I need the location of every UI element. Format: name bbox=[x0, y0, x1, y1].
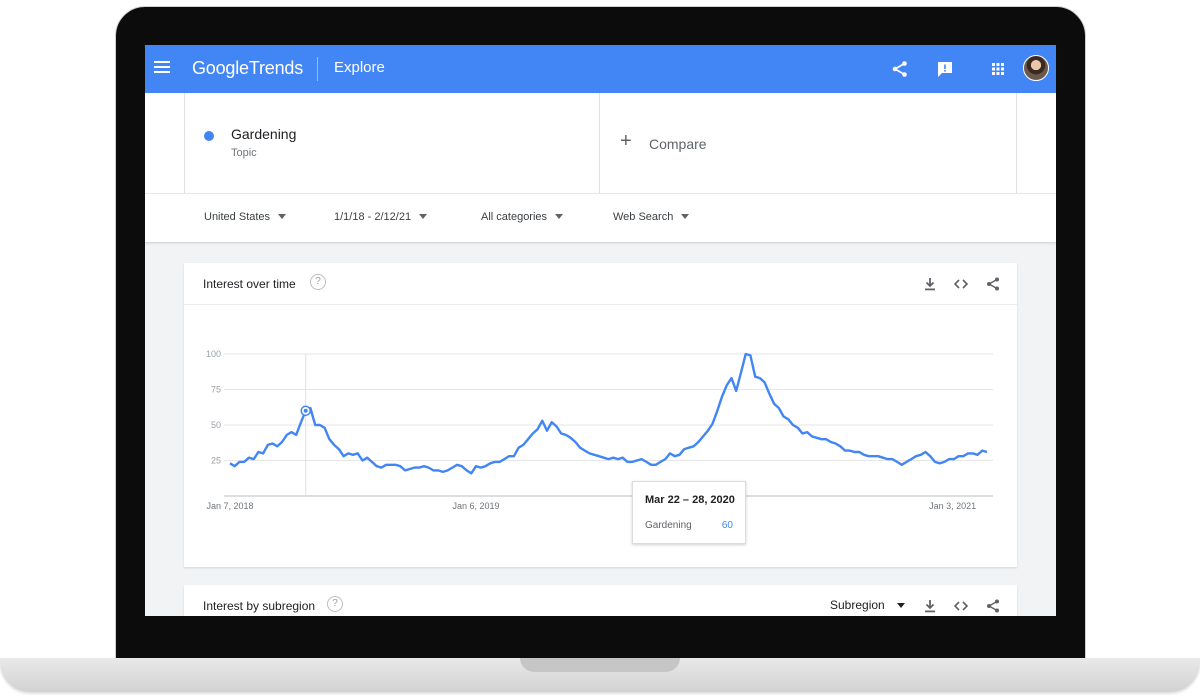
share-icon[interactable] bbox=[890, 59, 910, 79]
interest-over-time-card: Interest over time ? 100 75 50 25 Jan 7, 201… bbox=[184, 263, 1017, 567]
browser-screen: GoogleTrends Explore Gardening Topic bbox=[145, 45, 1056, 616]
x-tick-label: Jan 3, 2021 bbox=[929, 501, 976, 511]
term-color-dot bbox=[204, 131, 214, 141]
card-header: Interest over time ? bbox=[184, 263, 1017, 305]
interest-by-subregion-card: Interest by subregion ? Subregion bbox=[184, 585, 1017, 616]
search-type-value: Web Search bbox=[613, 211, 674, 223]
category-dropdown[interactable]: All categories bbox=[481, 211, 564, 223]
avatar[interactable] bbox=[1023, 55, 1049, 81]
share-icon[interactable] bbox=[985, 598, 1001, 614]
region-dropdown[interactable]: United States bbox=[204, 211, 287, 223]
laptop-notch bbox=[520, 658, 680, 672]
caret-down-icon bbox=[419, 214, 428, 219]
caret-down-icon bbox=[896, 603, 905, 608]
caret-down-icon bbox=[278, 214, 287, 219]
y-tick-label: 100 bbox=[206, 349, 221, 359]
tooltip-date: Mar 22 – 28, 2020 bbox=[645, 494, 735, 506]
search-terms-bar: Gardening Topic + Compare bbox=[145, 93, 1056, 193]
filters-bar: United States 1/1/18 - 2/12/21 All categ… bbox=[145, 193, 1056, 243]
logo[interactable]: GoogleTrends bbox=[192, 58, 303, 79]
download-icon[interactable] bbox=[922, 598, 938, 614]
chart-tooltip: Mar 22 – 28, 2020 Gardening 60 bbox=[632, 481, 746, 544]
x-tick-label: Jan 7, 2018 bbox=[206, 501, 253, 511]
y-tick-label: 75 bbox=[211, 385, 221, 395]
x-tick-label: Jan 6, 2019 bbox=[453, 501, 500, 511]
y-tick-label: 25 bbox=[211, 456, 221, 466]
card-title: Interest over time bbox=[203, 277, 296, 291]
download-icon[interactable] bbox=[922, 276, 938, 292]
tooltip-term: Gardening bbox=[645, 520, 692, 531]
date-range-value: 1/1/18 - 2/12/21 bbox=[334, 211, 412, 223]
tooltip-value: 60 bbox=[721, 520, 733, 531]
header-divider bbox=[317, 57, 318, 81]
plus-icon: + bbox=[620, 130, 632, 152]
search-term-card[interactable]: Gardening Topic bbox=[184, 93, 600, 193]
help-icon[interactable]: ? bbox=[310, 274, 326, 290]
date-range-dropdown[interactable]: 1/1/18 - 2/12/21 bbox=[334, 211, 428, 223]
category-value: All categories bbox=[481, 211, 548, 223]
embed-icon[interactable] bbox=[953, 276, 969, 292]
caret-down-icon bbox=[681, 214, 690, 219]
subregion-value: Subregion bbox=[830, 598, 885, 612]
compare-label: Compare bbox=[649, 136, 707, 152]
help-icon[interactable]: ? bbox=[327, 596, 343, 612]
subregion-dropdown[interactable]: Subregion bbox=[830, 598, 905, 612]
term-type: Topic bbox=[231, 147, 257, 159]
series-line bbox=[229, 352, 988, 475]
compare-button[interactable]: + Compare bbox=[600, 93, 1017, 193]
page-section-title: Explore bbox=[334, 59, 385, 76]
apps-icon[interactable] bbox=[988, 59, 1008, 79]
menu-icon[interactable] bbox=[154, 61, 170, 75]
embed-icon[interactable] bbox=[953, 598, 969, 614]
share-icon[interactable] bbox=[985, 276, 1001, 292]
card-title: Interest by subregion bbox=[203, 599, 316, 613]
search-type-dropdown[interactable]: Web Search bbox=[613, 211, 690, 223]
caret-down-icon bbox=[555, 214, 564, 219]
logo-trends: Trends bbox=[248, 58, 303, 78]
feedback-icon[interactable] bbox=[935, 59, 955, 79]
hover-point-center bbox=[303, 408, 308, 413]
app-header: GoogleTrends Explore bbox=[145, 45, 1056, 93]
y-tick-label: 50 bbox=[211, 420, 221, 430]
region-value: United States bbox=[204, 211, 271, 223]
term-name: Gardening bbox=[231, 126, 297, 142]
logo-google: Google bbox=[192, 58, 249, 78]
